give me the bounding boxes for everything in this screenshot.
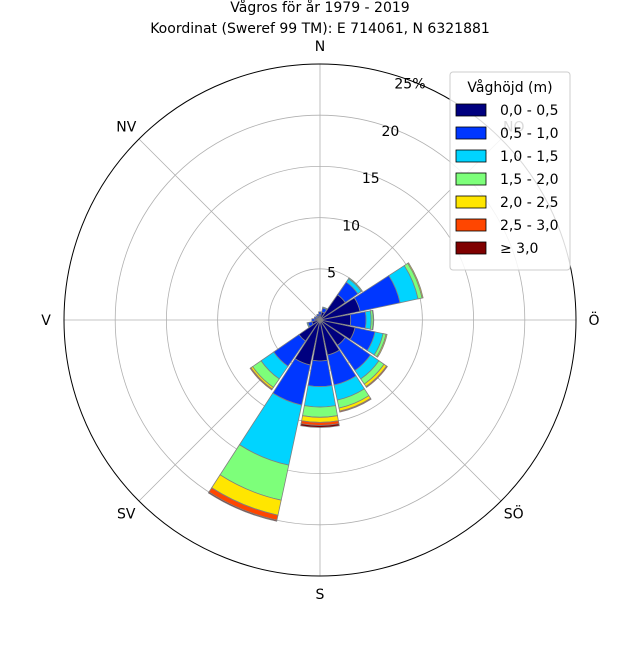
legend-swatch: [455, 218, 487, 232]
legend-label: ≥ 3,0: [500, 241, 538, 257]
radial-tick-label: 20: [381, 124, 399, 140]
radial-tick-label: 5: [327, 266, 336, 282]
chart-subtitle: Koordinat (Sweref 99 TM): E 714061, N 63…: [150, 21, 490, 37]
bar-segment: [365, 365, 388, 388]
bar-segment: [311, 318, 316, 322]
legend-swatch: [455, 149, 487, 163]
legend-items: 0,0 - 0,5 0,5 - 1,0 1,0 - 1,5 1,5 - 2,0 2,0 …: [455, 103, 558, 257]
bar-segment: [303, 385, 337, 408]
bar-segment: [249, 367, 273, 391]
bar-segment: [302, 405, 338, 418]
bar-segment: [347, 277, 363, 293]
legend: Våghöjd (m) 0,0 - 0,5 0,5 - 1,0 1,0 - 1,5 1…: [449, 71, 571, 271]
legend-label: 1,0 - 1,5: [500, 149, 558, 165]
direction-label: S: [316, 587, 325, 603]
bar-segment: [313, 316, 318, 320]
bar-segment: [349, 311, 367, 329]
bar-sectors: [207, 262, 424, 522]
legend-label: 2,5 - 3,0: [500, 218, 558, 234]
direction-label: V: [41, 313, 51, 329]
direction-label: NV: [116, 119, 136, 135]
legend-swatch: [455, 172, 487, 186]
bar-segment: [407, 262, 424, 299]
legend-swatch: [455, 103, 487, 117]
grid-spoke: [138, 138, 321, 321]
legend-title: Våghöjd (m): [467, 79, 552, 96]
legend-label: 0,0 - 0,5: [500, 103, 558, 119]
legend-swatch: [455, 195, 487, 209]
bar-segment: [364, 310, 372, 330]
legend-label: 1,5 - 2,0: [500, 172, 558, 188]
radial-tick-label: 10: [342, 218, 360, 234]
bar-segment: [306, 322, 311, 328]
legend-label: 2,0 - 2,5: [500, 195, 558, 211]
bar-segment: [300, 423, 340, 428]
direction-label: SÖ: [504, 505, 524, 523]
bar-segment: [207, 491, 278, 522]
bar-segment: [339, 397, 372, 413]
direction-label: SV: [117, 507, 136, 523]
outer-ring: [63, 63, 577, 577]
legend-label: 0,5 - 1,0: [500, 126, 558, 142]
radial-tick-labels: 5 10 15 20 25%: [327, 76, 425, 281]
polar-grid: [63, 63, 577, 577]
direction-label: Ö: [588, 311, 599, 329]
bar-segment: [371, 309, 375, 331]
legend-swatch: [455, 241, 487, 255]
chart-title: Vågros för år 1979 - 2019: [230, 0, 409, 16]
legend-swatch: [455, 126, 487, 140]
bar-segment: [316, 313, 320, 318]
radial-tick-label: 15: [362, 171, 380, 187]
bar-segment: [307, 359, 333, 387]
bar-segment: [322, 306, 328, 311]
bar-segment: [376, 333, 388, 358]
radial-tick-label: 25%: [394, 76, 425, 92]
direction-label: N: [315, 39, 325, 55]
